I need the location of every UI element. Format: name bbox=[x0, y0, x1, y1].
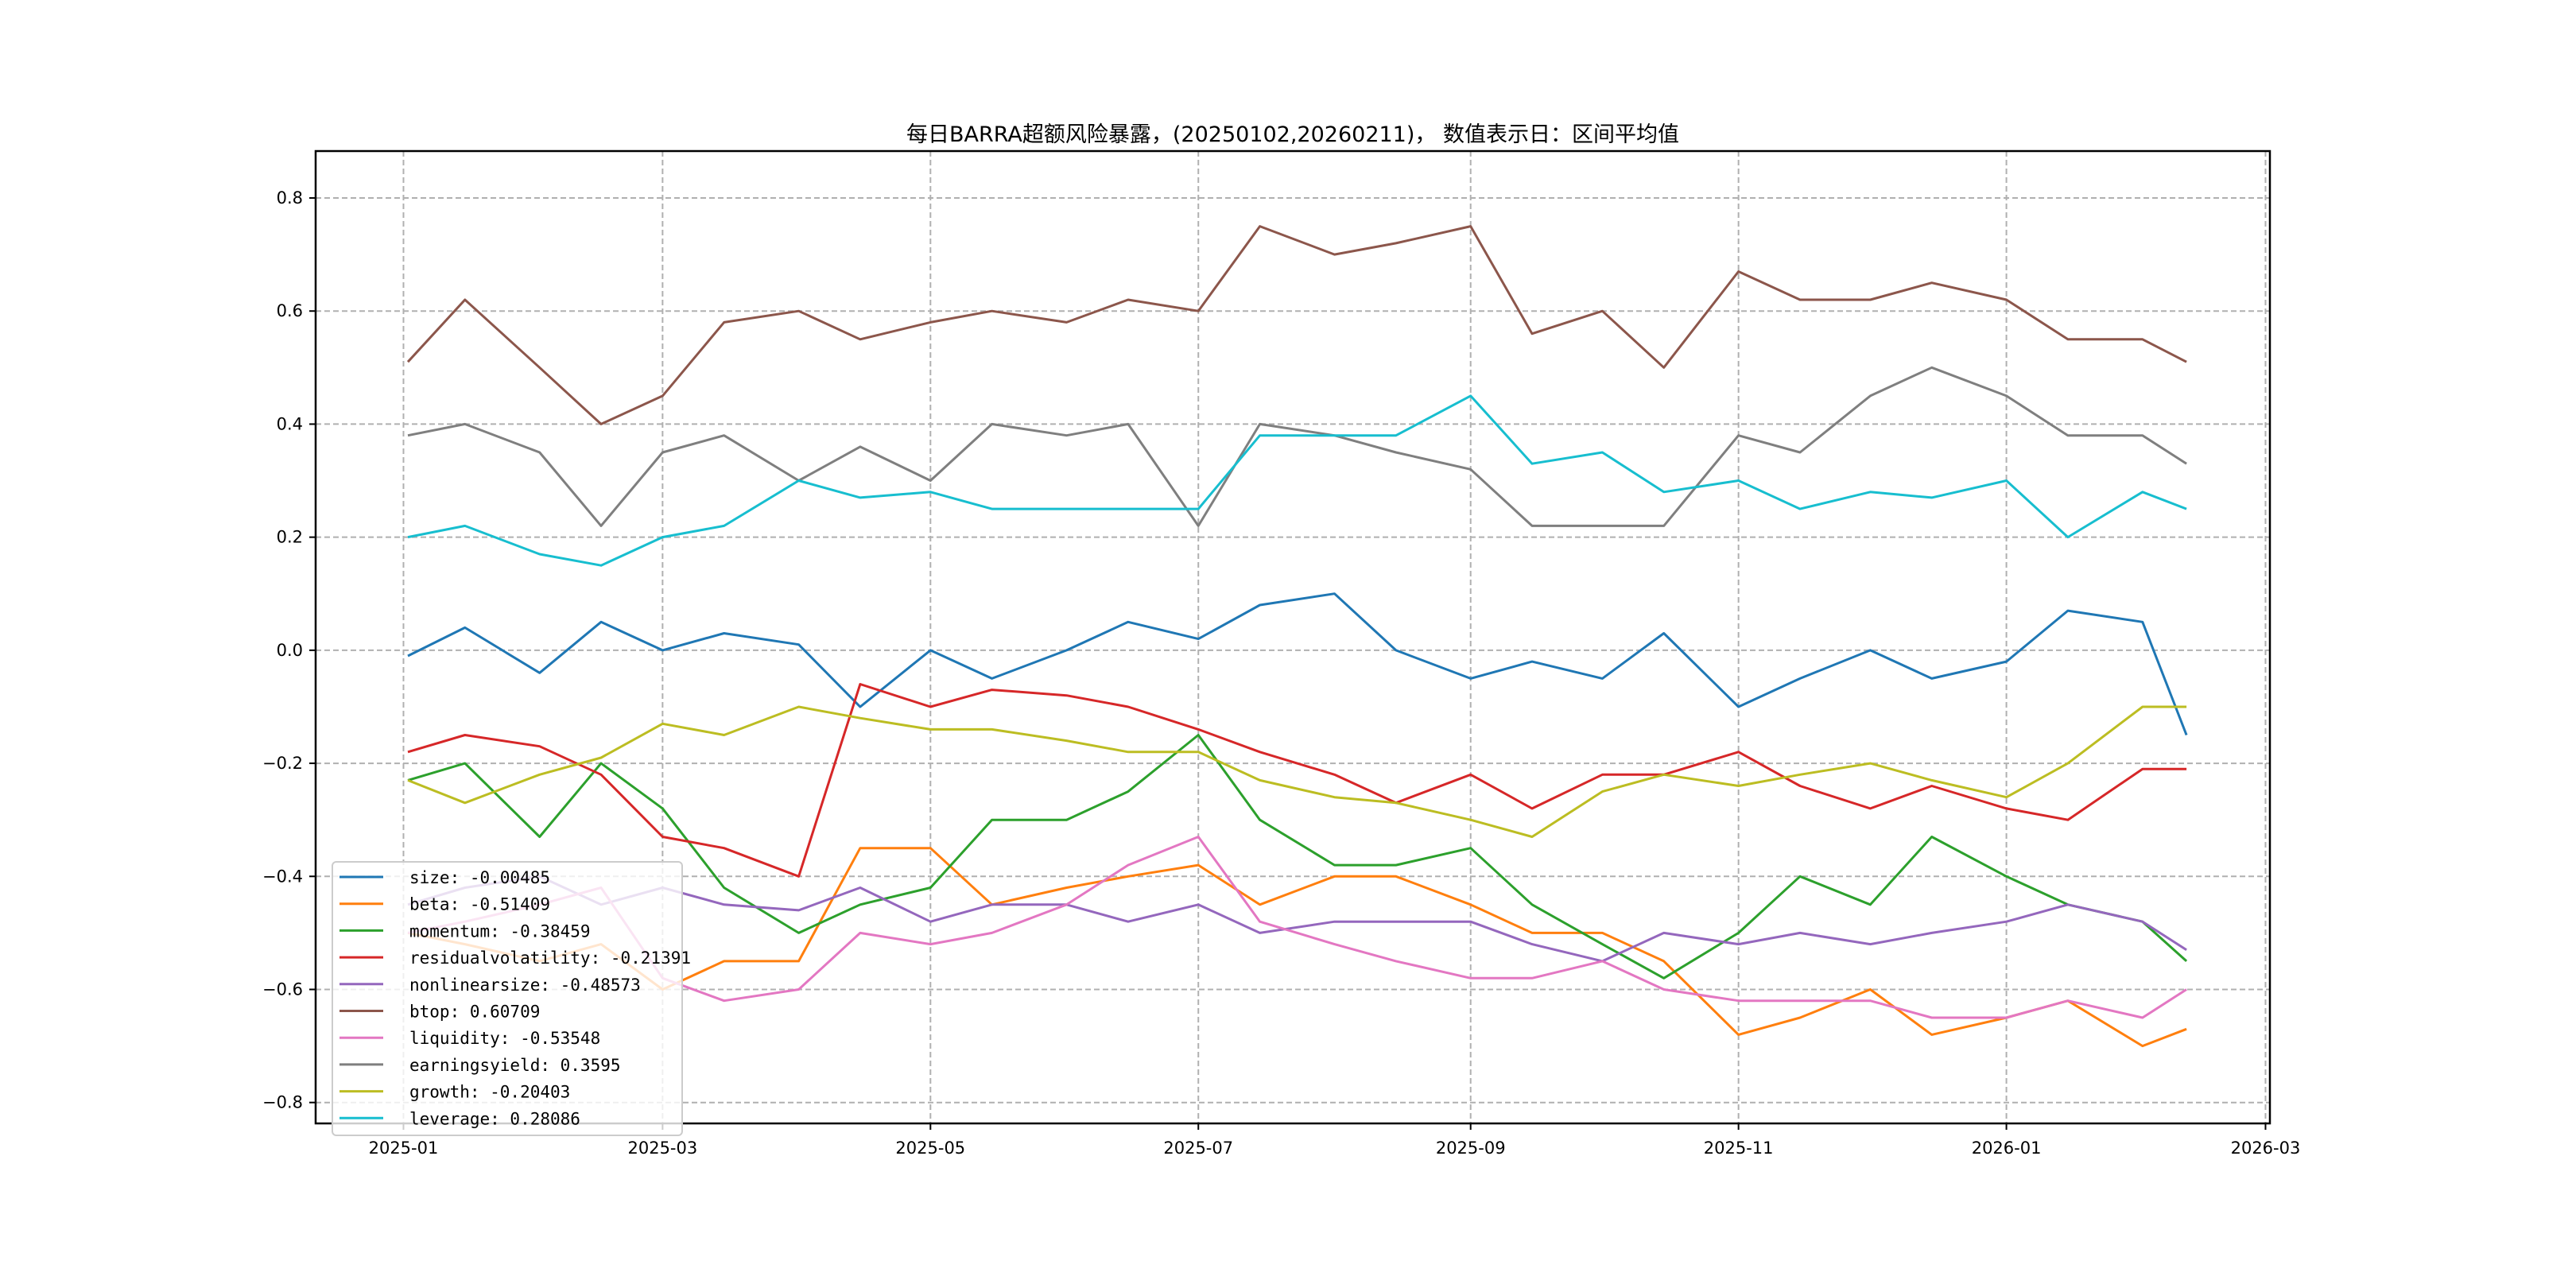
legend-box bbox=[332, 861, 683, 1136]
grid-lines bbox=[316, 151, 2270, 1123]
x-tick-label: 2025-05 bbox=[895, 1139, 965, 1158]
legend-label-growth: growth: -0.20403 bbox=[409, 1083, 570, 1102]
legend-label-liquidity: liquidity: -0.53548 bbox=[409, 1029, 600, 1048]
x-tick-label: 2025-01 bbox=[369, 1139, 439, 1158]
series-line-earningsyield bbox=[407, 366, 2187, 527]
series-line-btop bbox=[406, 225, 2187, 425]
legend-label-nonlinearsize: nonlinearsize: -0.48573 bbox=[409, 976, 641, 995]
legend-label-beta: beta: -0.51409 bbox=[409, 895, 550, 914]
axes-frame bbox=[314, 149, 2271, 1125]
y-tick-label: 0.0 bbox=[277, 641, 303, 660]
y-tick-label: −0.2 bbox=[262, 754, 303, 773]
legend-label-momentum: momentum: -0.38459 bbox=[409, 921, 591, 941]
series-line-momentum bbox=[407, 734, 2188, 980]
x-tick-label: 2026-03 bbox=[2231, 1139, 2301, 1158]
y-tick-label: 0.8 bbox=[277, 188, 303, 208]
series-line-leverage bbox=[407, 394, 2187, 567]
y-tick-label: −0.4 bbox=[262, 867, 303, 886]
series-line-size bbox=[407, 592, 2188, 736]
y-tick-label: 0.4 bbox=[277, 414, 303, 433]
series-line-liquidity bbox=[407, 836, 2187, 1019]
x-tick-label: 2025-03 bbox=[627, 1139, 697, 1158]
series-line-residualvolatility bbox=[407, 683, 2187, 878]
chart-title: 每日BARRA超额风险暴露，(20250102,20260211)， 数值表示日… bbox=[906, 122, 1679, 147]
series-lines bbox=[406, 225, 2188, 1048]
x-tick-label: 2026-01 bbox=[1972, 1139, 2042, 1158]
y-tick-label: −0.8 bbox=[262, 1093, 303, 1112]
y-tick-label: −0.6 bbox=[262, 980, 303, 999]
series-line-beta bbox=[407, 847, 2187, 1048]
axis-ticks: −0.8 −0.6 −0.4 −0.2 0.0 0.2 0.4 0.6 0.8 2025-01 20… bbox=[262, 188, 2300, 1158]
legend-label-earningsyield: earningsyield: 0.3595 bbox=[409, 1056, 621, 1075]
x-tick-label: 2025-11 bbox=[1704, 1139, 1774, 1158]
legend: size: -0.00485 beta: -0.51409 momentum: -0… bbox=[332, 861, 691, 1136]
series-line-nonlinearsize bbox=[407, 875, 2187, 963]
legend-label-size: size: -0.00485 bbox=[409, 868, 550, 887]
legend-label-btop: btop: 0.60709 bbox=[409, 1003, 540, 1022]
legend-label-residualvolatility: residualvolatility: -0.21391 bbox=[409, 949, 691, 968]
x-tick-label: 2025-09 bbox=[1436, 1139, 1506, 1158]
series-line-growth bbox=[407, 705, 2187, 838]
y-tick-label: 0.2 bbox=[277, 528, 303, 547]
x-tick-label: 2025-07 bbox=[1163, 1139, 1233, 1158]
legend-label-leverage: leverage: 0.28086 bbox=[409, 1109, 580, 1128]
y-tick-label: 0.6 bbox=[277, 301, 303, 320]
